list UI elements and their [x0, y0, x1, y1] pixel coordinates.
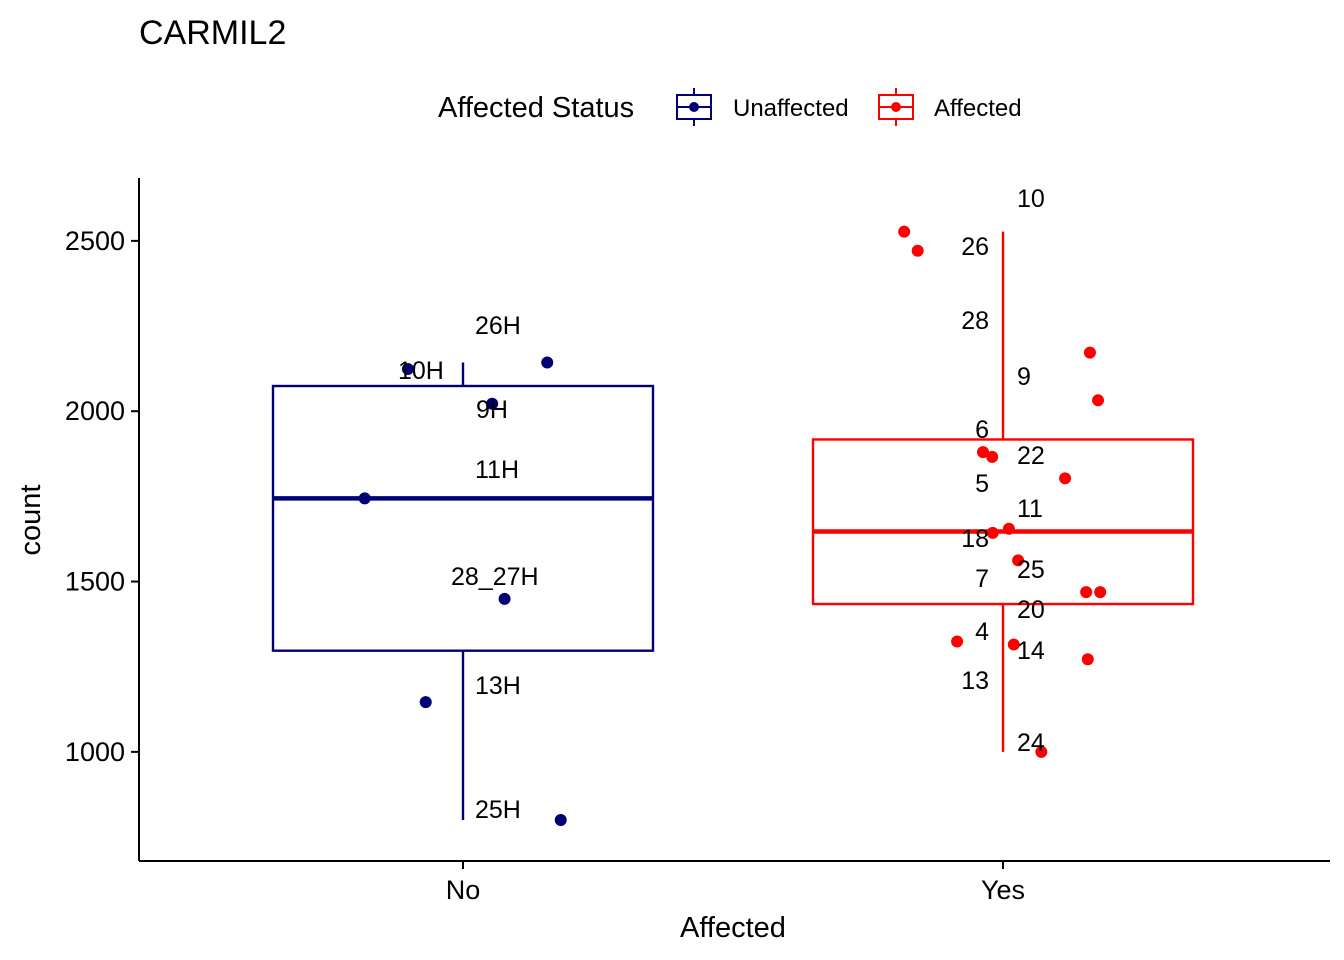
unaffected-point-label: 10H: [398, 357, 444, 385]
chart-title: CARMIL2: [139, 14, 286, 52]
affected-point-label: 9: [1017, 363, 1031, 391]
legend-key-affected: [878, 88, 914, 126]
legend-label-unaffected: Unaffected: [733, 95, 849, 122]
affected-point-label: 7: [975, 565, 989, 593]
x-tick-label: No: [446, 875, 481, 905]
affected-box: [811, 438, 1195, 606]
affected-data-point: [1002, 522, 1015, 535]
y-axis-label: count: [15, 485, 47, 556]
x-axis-label: Affected: [680, 912, 786, 944]
affected-point-label: 6: [975, 416, 989, 444]
unaffected-point-label: 28_27H: [451, 563, 539, 591]
unaffected-data-point: [358, 492, 371, 505]
affected-point-label: 11: [1017, 495, 1043, 523]
affected-point-label: 20: [1017, 596, 1045, 624]
legend: Affected Status Unaffected Affected: [438, 88, 1022, 126]
affected-data-point: [911, 244, 924, 257]
unaffected-point-label: 13H: [475, 672, 521, 700]
affected-data-point: [1012, 554, 1025, 567]
affected-point-label: 18: [961, 525, 989, 553]
affected-data-point: [1081, 653, 1094, 666]
affected-data-point: [1094, 586, 1107, 599]
affected-data-point: [1083, 346, 1096, 359]
affected-data-point: [986, 526, 999, 539]
affected-data-point: [898, 225, 911, 238]
legend-key-unaffected: [676, 88, 712, 126]
affected-point-label: 22: [1017, 442, 1045, 470]
affected-point-label: 4: [975, 618, 989, 646]
affected-data-point: [977, 446, 990, 459]
unaffected-box: [271, 384, 655, 652]
unaffected-data-point: [419, 696, 432, 709]
unaffected-data-point: [541, 356, 554, 369]
y-tick-label: 1500: [65, 567, 125, 597]
legend-title: Affected Status: [438, 92, 634, 124]
affected-data-point: [1080, 586, 1093, 599]
affected-data-point: [951, 635, 964, 648]
affected-data-point: [1007, 638, 1020, 651]
affected-data-point: [1059, 472, 1072, 485]
affected-point-label: 26: [961, 233, 989, 261]
unaffected-data-point: [486, 397, 499, 410]
y-tick-label: 2500: [65, 226, 125, 256]
unaffected-data-point: [401, 362, 414, 375]
unaffected-point-label: 25H: [475, 796, 521, 824]
y-tick-label: 1000: [65, 737, 125, 767]
plot-area: 26H 10H 9H 11H 28_27H 13H 25H 10 26 28 96 22 5 11 18 25…: [271, 185, 1195, 826]
legend-label-affected: Affected: [934, 95, 1022, 122]
unaffected-point-label: 9H: [476, 396, 508, 424]
affected-point-label: 14: [1017, 637, 1045, 665]
affected-point-label: 10: [1017, 185, 1045, 213]
affected-point-label: 13: [961, 667, 989, 695]
y-tick-label: 2000: [65, 396, 125, 426]
unaffected-data-point: [554, 814, 567, 826]
affected-data-point: [1092, 394, 1105, 407]
x-tick-label: Yes: [981, 875, 1025, 905]
unaffected-point-label: 26H: [475, 312, 521, 340]
affected-point-label: 25: [1017, 556, 1045, 584]
affected-data-point: [986, 450, 999, 463]
unaffected-data-point: [498, 592, 511, 605]
affected-point-label: 24: [1017, 729, 1045, 757]
affected-point-label: 28: [961, 307, 989, 335]
affected-point-label: 5: [975, 470, 989, 498]
affected-data-point: [1035, 745, 1048, 758]
unaffected-point-label: 11H: [475, 456, 519, 484]
